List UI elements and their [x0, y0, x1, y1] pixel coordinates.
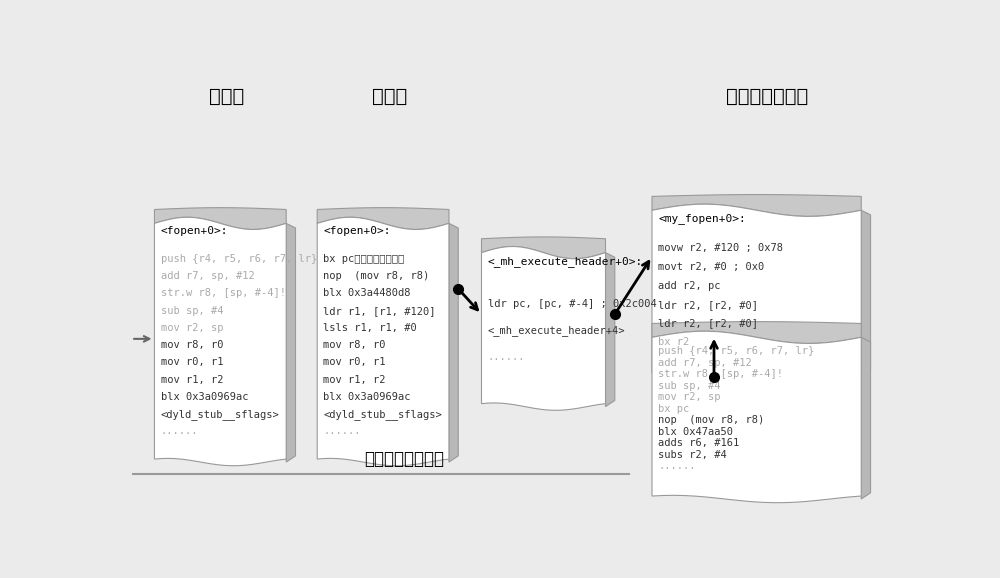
Text: ......: ......: [161, 426, 198, 436]
Text: <_mh_execute_header+0>:: <_mh_execute_header+0>:: [488, 255, 643, 266]
Text: movw r2, #120 ; 0x78: movw r2, #120 ; 0x78: [658, 243, 783, 253]
Text: ldr r2, [r2, #0]: ldr r2, [r2, #0]: [658, 299, 758, 310]
Text: <dyld_stub__sflags>: <dyld_stub__sflags>: [161, 409, 279, 420]
Text: 执行自定义函数: 执行自定义函数: [726, 87, 808, 106]
Text: 挂钩后: 挂钩后: [372, 87, 407, 106]
Text: bx r2: bx r2: [658, 337, 689, 347]
Polygon shape: [154, 208, 286, 229]
Polygon shape: [482, 237, 606, 259]
Text: mov r2, sp: mov r2, sp: [658, 392, 721, 402]
Polygon shape: [317, 217, 449, 466]
Text: <my_fopen+0>:: <my_fopen+0>:: [658, 213, 746, 224]
Text: <fopen+0>:: <fopen+0>:: [161, 227, 228, 236]
Text: blx 0x3a0969ac: blx 0x3a0969ac: [161, 392, 248, 402]
Text: nop  (mov r8, r8): nop (mov r8, r8): [323, 271, 430, 281]
Polygon shape: [449, 223, 458, 462]
Text: push {r4, r5, r6, r7, lr}: push {r4, r5, r6, r7, lr}: [161, 254, 317, 264]
Text: <fopen+0>:: <fopen+0>:: [323, 227, 391, 236]
Text: str.w r8, [sp, #-4]!: str.w r8, [sp, #-4]!: [658, 369, 783, 379]
Text: mov r8, r0: mov r8, r0: [161, 340, 223, 350]
Text: bx pc（状态切换跳转）: bx pc（状态切换跳转）: [323, 254, 405, 264]
Text: <_mh_execute_header+4>: <_mh_execute_header+4>: [488, 325, 625, 336]
Polygon shape: [861, 210, 871, 376]
Text: ldr pc, [pc, #-4] ; 0x2c004: ldr pc, [pc, #-4] ; 0x2c004: [488, 299, 656, 309]
Polygon shape: [606, 253, 615, 406]
Text: add r2, pc: add r2, pc: [658, 281, 721, 291]
Text: ldr r2, [r2, #0]: ldr r2, [r2, #0]: [658, 318, 758, 328]
Text: blx 0x47aa50: blx 0x47aa50: [658, 427, 733, 437]
Text: mov r0, r1: mov r0, r1: [161, 357, 223, 368]
Text: ......: ......: [488, 353, 525, 362]
Text: str.w r8, [sp, #-4]!: str.w r8, [sp, #-4]!: [161, 288, 286, 298]
Polygon shape: [861, 338, 871, 499]
Polygon shape: [286, 223, 296, 462]
Text: push {r4, r5, r6, r7, lr}: push {r4, r5, r6, r7, lr}: [658, 346, 814, 356]
Polygon shape: [317, 208, 449, 229]
Text: lsls r1, r1, #0: lsls r1, r1, #0: [323, 323, 417, 333]
Polygon shape: [652, 321, 861, 343]
Text: bx pc: bx pc: [658, 404, 689, 414]
Text: mov r1, r2: mov r1, r2: [161, 375, 223, 384]
Text: add r7, sp, #12: add r7, sp, #12: [658, 358, 752, 368]
Polygon shape: [652, 195, 861, 216]
Text: 挂钩前: 挂钩前: [209, 87, 244, 106]
Text: ......: ......: [323, 426, 361, 436]
Polygon shape: [652, 204, 861, 380]
Text: sub sp, #4: sub sp, #4: [161, 306, 223, 316]
Polygon shape: [482, 246, 606, 410]
Text: adds r6, #161: adds r6, #161: [658, 438, 739, 449]
Text: ......: ......: [658, 461, 696, 472]
Text: subs r2, #4: subs r2, #4: [658, 450, 727, 460]
Text: <dyld_stub__sflags>: <dyld_stub__sflags>: [323, 409, 442, 420]
Text: mov r8, r0: mov r8, r0: [323, 340, 386, 350]
Text: blx 0x3a4480d8: blx 0x3a4480d8: [323, 288, 411, 298]
Text: mov r2, sp: mov r2, sp: [161, 323, 223, 333]
Text: mov r0, r1: mov r0, r1: [323, 357, 386, 368]
Text: sub sp, #4: sub sp, #4: [658, 381, 721, 391]
Text: movt r2, #0 ; 0x0: movt r2, #0 ; 0x0: [658, 262, 764, 272]
Text: 跳转回原函数指令: 跳转回原函数指令: [364, 450, 444, 468]
Text: nop  (mov r8, r8): nop (mov r8, r8): [658, 415, 764, 425]
Text: ldr r1, [r1, #120]: ldr r1, [r1, #120]: [323, 306, 436, 316]
Text: add r7, sp, #12: add r7, sp, #12: [161, 271, 254, 281]
Polygon shape: [652, 331, 861, 503]
Text: blx 0x3a0969ac: blx 0x3a0969ac: [323, 392, 411, 402]
Text: mov r1, r2: mov r1, r2: [323, 375, 386, 384]
Polygon shape: [154, 217, 286, 466]
